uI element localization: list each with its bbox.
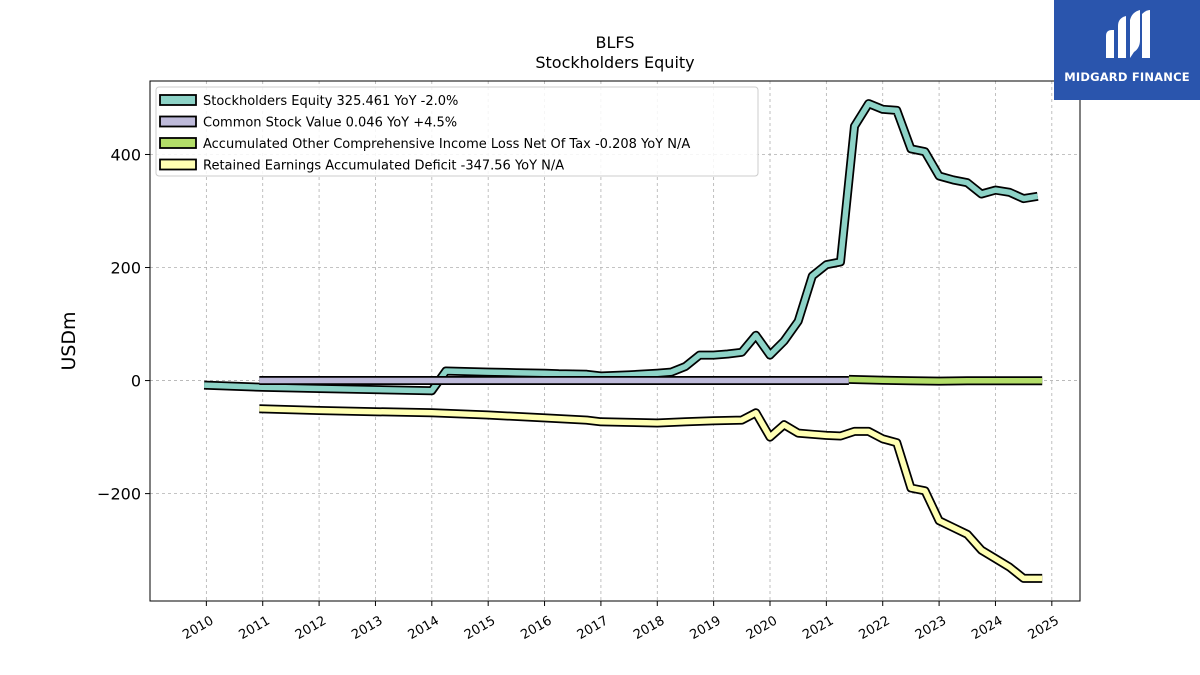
x-tick-label: 2011	[237, 613, 273, 643]
legend-box	[155, 86, 759, 177]
midgard-finance-logo: MIDGARD FINANCE	[1054, 0, 1200, 100]
x-tick-label: 2021	[800, 613, 836, 643]
x-tick-label: 2020	[744, 613, 780, 643]
legend-swatch	[159, 115, 197, 128]
x-tick-label: 2017	[575, 613, 611, 643]
series-line-3	[259, 406, 1043, 582]
x-tick-label: 2012	[293, 613, 329, 643]
legend-label: Stockholders Equity 325.461 YoY -2.0%	[203, 94, 458, 109]
y-tick-label: 400	[110, 145, 141, 164]
y-tick-label: −200	[97, 485, 141, 504]
chart-subtitle: Stockholders Equity	[535, 53, 694, 72]
x-tick-label: 2023	[913, 613, 949, 643]
x-tick-label: 2016	[518, 613, 554, 643]
x-tick-label: 2010	[180, 613, 216, 643]
x-tick-label: 2014	[406, 613, 442, 643]
plot-frame	[149, 80, 1081, 602]
y-axis: −200 0 200 400	[97, 145, 150, 504]
series-line-0	[204, 100, 1039, 394]
series-line-2	[848, 376, 1043, 384]
y-axis-label: USDm	[58, 311, 80, 370]
series-layer	[203, 99, 1043, 583]
y-tick-label: 200	[110, 259, 141, 278]
legend-swatch	[159, 137, 197, 149]
midgard-logo-icon	[1106, 10, 1150, 58]
legend-swatch	[159, 94, 197, 106]
legend: Stockholders Equity 325.461 YoY -2.0% Com…	[155, 86, 759, 177]
x-axis: 2010 2011 2012 2013 2014 2015 2016 2017 2018 2019…	[180, 601, 1062, 643]
legend-label: Accumulated Other Comprehensive Income L…	[203, 137, 690, 152]
y-tick-label: 0	[131, 372, 141, 391]
x-tick-label: 2018	[631, 613, 667, 643]
x-tick-label: 2025	[1026, 613, 1062, 643]
legend-label: Common Stock Value 0.046 YoY +4.5%	[203, 116, 457, 131]
chart-title: BLFS	[596, 33, 635, 52]
x-tick-label: 2019	[687, 613, 723, 643]
logo-brand-text: MIDGARD FINANCE	[1064, 70, 1190, 84]
legend-label: Retained Earnings Accumulated Deficit -3…	[203, 159, 564, 174]
x-tick-label: 2013	[349, 613, 385, 643]
x-tick-label: 2024	[969, 613, 1005, 643]
x-tick-label: 2022	[857, 613, 893, 643]
x-tick-label: 2015	[462, 613, 498, 643]
legend-swatch	[159, 158, 197, 171]
